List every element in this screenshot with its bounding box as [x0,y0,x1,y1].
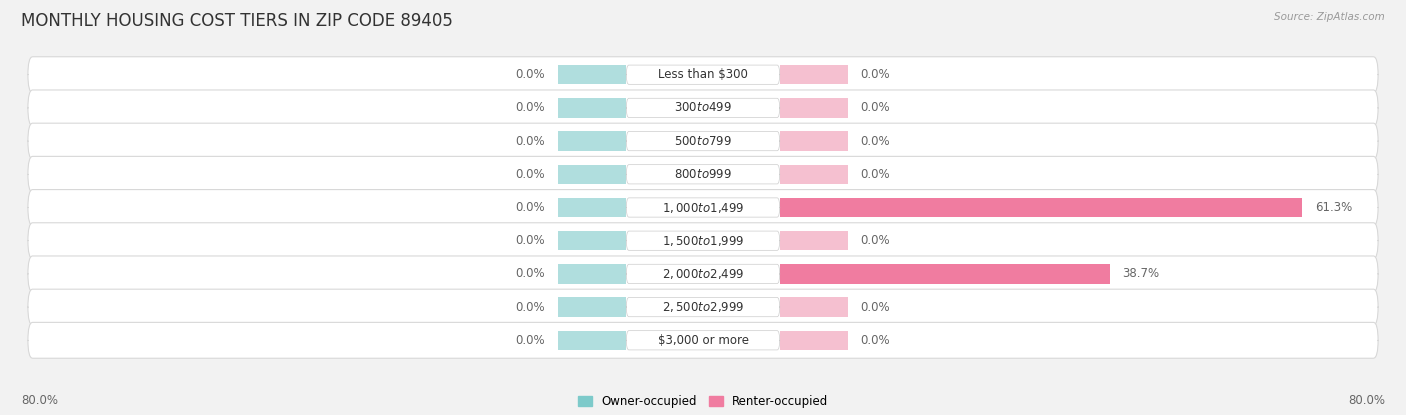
Text: Less than $300: Less than $300 [658,68,748,81]
Bar [558,198,626,217]
Bar [780,298,848,317]
FancyBboxPatch shape [28,223,1378,259]
Text: $300 to $499: $300 to $499 [673,101,733,115]
FancyBboxPatch shape [626,231,780,250]
Text: 0.0%: 0.0% [860,68,890,81]
Text: $2,000 to $2,499: $2,000 to $2,499 [662,267,744,281]
Text: 0.0%: 0.0% [860,300,890,314]
FancyBboxPatch shape [28,156,1378,192]
Text: 0.0%: 0.0% [860,101,890,115]
FancyBboxPatch shape [626,65,780,84]
Text: 0.0%: 0.0% [516,267,546,281]
Text: 0.0%: 0.0% [860,134,890,148]
Text: 0.0%: 0.0% [516,201,546,214]
FancyBboxPatch shape [28,90,1378,126]
Bar [558,298,626,317]
FancyBboxPatch shape [28,123,1378,159]
FancyBboxPatch shape [626,165,780,184]
Bar [558,65,626,84]
Text: 38.7%: 38.7% [1122,267,1160,281]
Text: $3,000 or more: $3,000 or more [658,334,748,347]
Bar [558,331,626,350]
Text: $1,500 to $1,999: $1,500 to $1,999 [662,234,744,248]
FancyBboxPatch shape [28,289,1378,325]
Bar [780,264,1109,283]
Text: 0.0%: 0.0% [860,168,890,181]
Text: $800 to $999: $800 to $999 [673,168,733,181]
Bar [780,132,848,151]
Bar [558,165,626,184]
Text: 0.0%: 0.0% [516,134,546,148]
Bar [780,165,848,184]
Text: $2,500 to $2,999: $2,500 to $2,999 [662,300,744,314]
FancyBboxPatch shape [626,264,780,283]
FancyBboxPatch shape [626,132,780,151]
Text: 0.0%: 0.0% [516,300,546,314]
Text: $500 to $799: $500 to $799 [673,134,733,148]
Bar [780,231,848,250]
Text: 80.0%: 80.0% [21,394,58,407]
Text: 0.0%: 0.0% [516,101,546,115]
FancyBboxPatch shape [28,190,1378,225]
Text: 0.0%: 0.0% [516,68,546,81]
Legend: Owner-occupied, Renter-occupied: Owner-occupied, Renter-occupied [572,391,834,413]
Bar [780,331,848,350]
Text: 0.0%: 0.0% [516,334,546,347]
Text: 0.0%: 0.0% [860,334,890,347]
Bar [558,231,626,250]
Bar [558,132,626,151]
Bar [558,98,626,117]
Text: 0.0%: 0.0% [516,168,546,181]
Text: 0.0%: 0.0% [860,234,890,247]
FancyBboxPatch shape [626,331,780,350]
Text: 0.0%: 0.0% [516,234,546,247]
FancyBboxPatch shape [626,98,780,117]
FancyBboxPatch shape [626,298,780,317]
Text: MONTHLY HOUSING COST TIERS IN ZIP CODE 89405: MONTHLY HOUSING COST TIERS IN ZIP CODE 8… [21,12,453,30]
Text: 61.3%: 61.3% [1315,201,1353,214]
Text: $1,000 to $1,499: $1,000 to $1,499 [662,200,744,215]
Bar [558,264,626,283]
FancyBboxPatch shape [28,322,1378,358]
FancyBboxPatch shape [28,256,1378,292]
Bar [780,198,1302,217]
Bar [780,65,848,84]
Text: 80.0%: 80.0% [1348,394,1385,407]
FancyBboxPatch shape [28,57,1378,93]
Text: Source: ZipAtlas.com: Source: ZipAtlas.com [1274,12,1385,22]
Bar [780,98,848,117]
FancyBboxPatch shape [626,198,780,217]
